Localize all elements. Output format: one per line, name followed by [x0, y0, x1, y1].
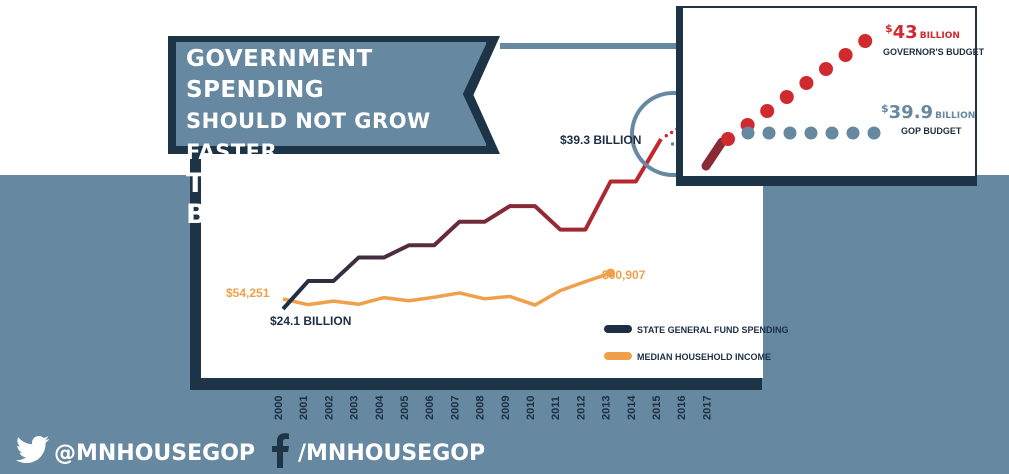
x-tick-label: 2000: [273, 396, 285, 420]
x-tick-label: 2006: [424, 396, 436, 420]
inset-gov-point: [779, 90, 794, 104]
inset-gop-point: [741, 126, 755, 140]
legend-label-spending: STATE GENERAL FUND SPENDING: [637, 325, 789, 335]
title-banner: [174, 40, 488, 148]
spend-start-label: $24.1 BILLION: [270, 314, 351, 328]
gov-unit: BILLION: [920, 31, 960, 41]
x-tick-label: 2009: [500, 396, 512, 420]
gop-budget-value: $39.9 BILLION: [881, 102, 975, 123]
x-tick-label: 2005: [399, 396, 411, 420]
x-tick-label: 2010: [525, 396, 537, 420]
inset-gov-point: [799, 76, 814, 90]
legend-label-income: MEDIAN HOUSEHOLD INCOME: [637, 352, 771, 362]
inset-gov-point: [838, 48, 853, 62]
facebook-handle[interactable]: /MNHOUSEGOP: [298, 441, 486, 466]
gop-unit: BILLION: [935, 111, 975, 121]
spend-end-label: $39.3 BILLION: [560, 133, 641, 147]
x-tick-label: 2013: [601, 396, 613, 420]
x-tick-label: 2011: [550, 396, 562, 420]
income-end-point: [606, 268, 616, 278]
zoom-inset: [683, 8, 975, 176]
x-tick-label: 2015: [651, 396, 663, 420]
twitter-handle[interactable]: @MNHOUSEGOP: [54, 441, 256, 466]
x-tick-label: 2017: [701, 396, 713, 420]
x-tick-label: 2002: [323, 396, 335, 420]
x-tick-label: 2001: [298, 396, 310, 420]
title-line-1: GOVERNMENT SPENDING: [186, 46, 373, 103]
x-tick-label: 2003: [349, 396, 361, 420]
page-title: GOVERNMENT SPENDING SHOULD NOT GROW FAST…: [186, 44, 486, 230]
x-tick-label: 2004: [374, 395, 386, 420]
income-series-line: [282, 271, 612, 307]
gov-budget-name: GOVERNOR'S BUDGET: [883, 47, 985, 57]
inset-gop-point: [762, 126, 776, 140]
spending-series-line: [281, 137, 663, 311]
inset-gop-point: [867, 126, 881, 140]
gov-budget-value: $43 BILLION: [885, 22, 960, 43]
x-tick-label: 2008: [475, 396, 487, 420]
gop-budget-name: GOP BUDGET: [901, 126, 962, 136]
twitter-icon[interactable]: [15, 436, 50, 469]
inset-gov-point: [760, 104, 775, 118]
x-tick-label: 2016: [676, 396, 688, 420]
x-tick-label: 2014: [626, 395, 638, 420]
gov-dollar: $: [885, 22, 893, 35]
inset-spending-stub: [701, 137, 727, 171]
inset-gov-point: [721, 132, 735, 146]
title-line-2: SHOULD NOT GROW FASTER: [186, 109, 431, 164]
income-end-label: $60,907: [602, 268, 646, 282]
inset-gov-point: [819, 62, 833, 76]
x-tick-label: 2007: [449, 396, 461, 420]
gov-projection-point: [669, 130, 674, 135]
inset-gop-point: [804, 126, 818, 140]
gop-number: 39.9: [889, 102, 933, 123]
gop-projection-point: [670, 142, 675, 146]
gov-projection-point: [664, 134, 668, 138]
facebook-icon[interactable]: [270, 432, 290, 473]
income-start-label: $54,251: [226, 286, 270, 300]
title-line-3: THAN FAMILY BUDGETS: [186, 168, 392, 230]
inset-gop-point: [846, 126, 860, 140]
x-tick-label: 2012: [575, 396, 587, 420]
inset-gov-point: [858, 34, 873, 48]
inset-gop-point: [783, 126, 797, 140]
gov-number: 43: [893, 22, 918, 43]
gop-dollar: $: [881, 102, 889, 115]
inset-gop-point: [825, 126, 839, 140]
